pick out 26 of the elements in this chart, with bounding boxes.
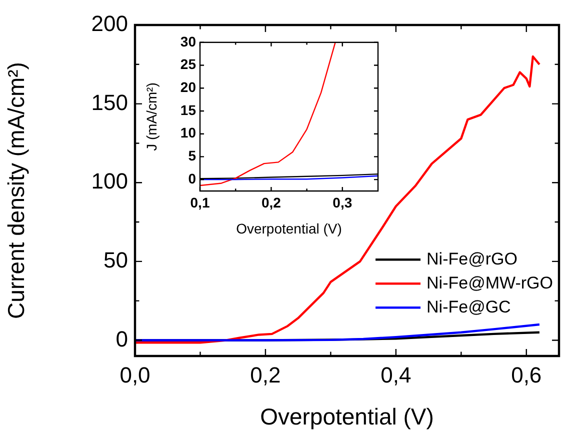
y-tick-label: 25 [180,56,196,72]
x-tick-label: 0,2 [261,194,282,210]
legend-label: Ni-Fe@MW-rGO [426,273,554,292]
y-axis-title: J (mA/cm²) [143,82,160,151]
y-tick-label: 5 [188,148,196,164]
y-tick-label: 50 [104,247,128,272]
legend-label: Ni-Fe@rGO [426,249,518,268]
legend-label: Ni-Fe@GC [426,297,511,316]
y-tick-label: 200 [91,11,128,36]
x-tick-label: 0,6 [511,362,542,388]
x-tick-label: 0,0 [120,362,150,388]
y-tick-label: 0 [188,170,196,186]
x-tick-label: 0,4 [380,362,412,388]
y-tick-label: 10 [180,124,196,141]
y-tick-label: 0 [116,326,128,352]
x-axis-title: Overpotential (V) [260,404,434,430]
x-axis-title: Overpotential (V) [236,220,342,236]
y-tick-label: 150 [91,90,128,115]
y-tick-label: 20 [180,78,196,95]
x-tick-label: 0,3 [332,194,352,210]
x-tick-label: 0,2 [250,362,281,388]
y-tick-label: 30 [180,33,196,50]
y-tick-label: 15 [180,102,196,118]
x-tick-label: 0,1 [190,194,210,210]
y-tick-label: 100 [91,168,128,194]
y-axis-title: Current density (mA/cm²) [3,62,30,319]
